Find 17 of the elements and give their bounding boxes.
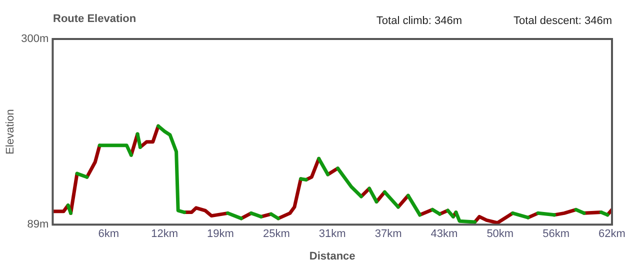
chart-title: Route Elevation	[53, 13, 136, 25]
x-tick-label: 31km	[318, 228, 346, 240]
x-tick-label: 50km	[486, 228, 514, 240]
x-tick-label: 19km	[207, 228, 234, 240]
x-tick-label: 12km	[151, 228, 178, 240]
x-tick-label: 56km	[542, 228, 570, 240]
text: Total descent: 346m	[514, 15, 612, 27]
x-tick-label: 25km	[262, 228, 290, 240]
y-axis-title: Elevation	[4, 109, 17, 154]
text: Total climb: 346m	[376, 15, 462, 27]
x-tick-label: 6km	[98, 228, 120, 240]
x-tick-label: 43km	[430, 228, 458, 240]
y-tick-label: 300m	[21, 33, 49, 46]
y-tick-label: 89m	[27, 218, 49, 231]
x-tick-label: 37km	[374, 228, 402, 240]
x-tick-label: 62km	[598, 228, 626, 240]
x-axis-title: Distance	[309, 250, 356, 262]
